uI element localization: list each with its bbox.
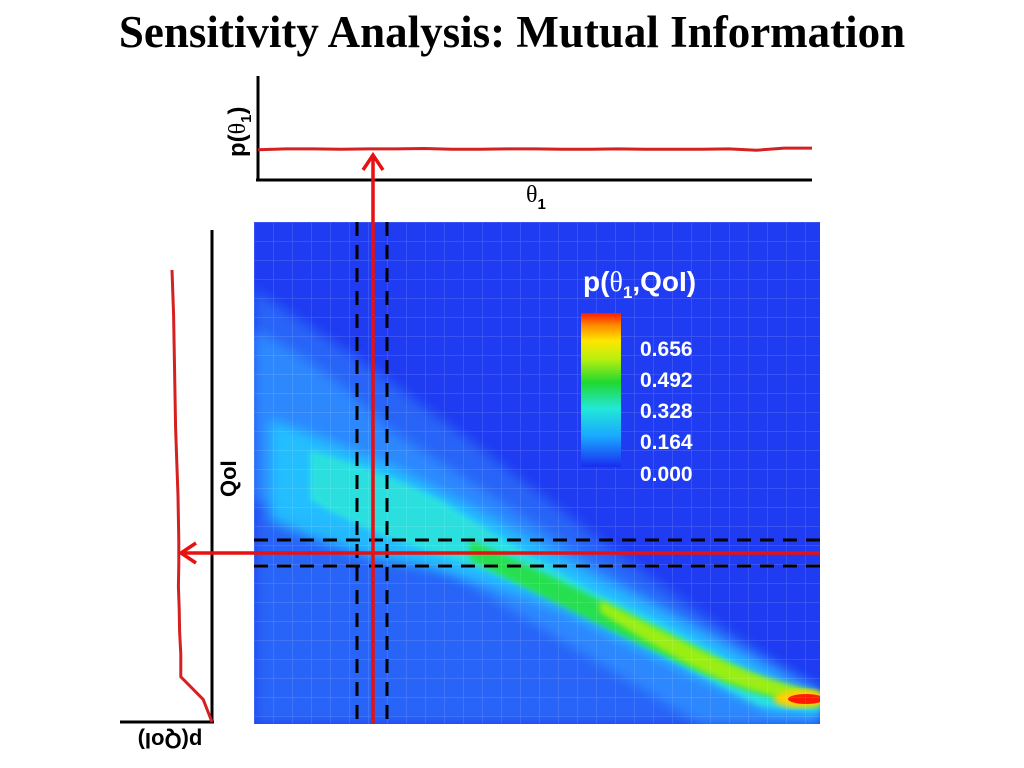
colorbar-title: p(θ1,QoI) — [583, 266, 696, 302]
p-qoi-curve — [170, 269, 214, 723]
colorbar-tick-label: 0.656 — [640, 338, 693, 361]
colorbar-tick-label: 0.164 — [640, 431, 693, 454]
colorbar-tick-label: 0.492 — [640, 369, 693, 392]
left-y-axis-label: QoI — [216, 460, 241, 497]
colorbar-tick-label: 0.000 — [640, 463, 693, 486]
projection-arrows — [177, 151, 820, 724]
page-title: Sensitivity Analysis: Mutual Information — [118, 7, 906, 57]
colorbar-gradient — [581, 313, 621, 467]
colorbar: p(θ1,QoI) 0.656 0.492 0.328 0.164 0.000 — [581, 266, 696, 486]
slice-guides — [254, 222, 820, 724]
left-x-axis-label: p(QoI) — [138, 728, 203, 753]
joint-density-heatmap — [254, 222, 820, 724]
top-marginal-panel: p(θ1) θ1 — [224, 76, 812, 213]
p-theta1-curve — [257, 146, 812, 152]
colorbar-tick-label: 0.328 — [640, 400, 693, 423]
left-marginal-panel: QoI p(QoI) — [120, 230, 241, 753]
horizontal-arrowhead — [177, 541, 197, 565]
top-y-axis-label: p(θ1) — [224, 107, 255, 158]
top-x-axis-label: θ1 — [526, 182, 546, 213]
vertical-arrowhead — [361, 151, 385, 171]
